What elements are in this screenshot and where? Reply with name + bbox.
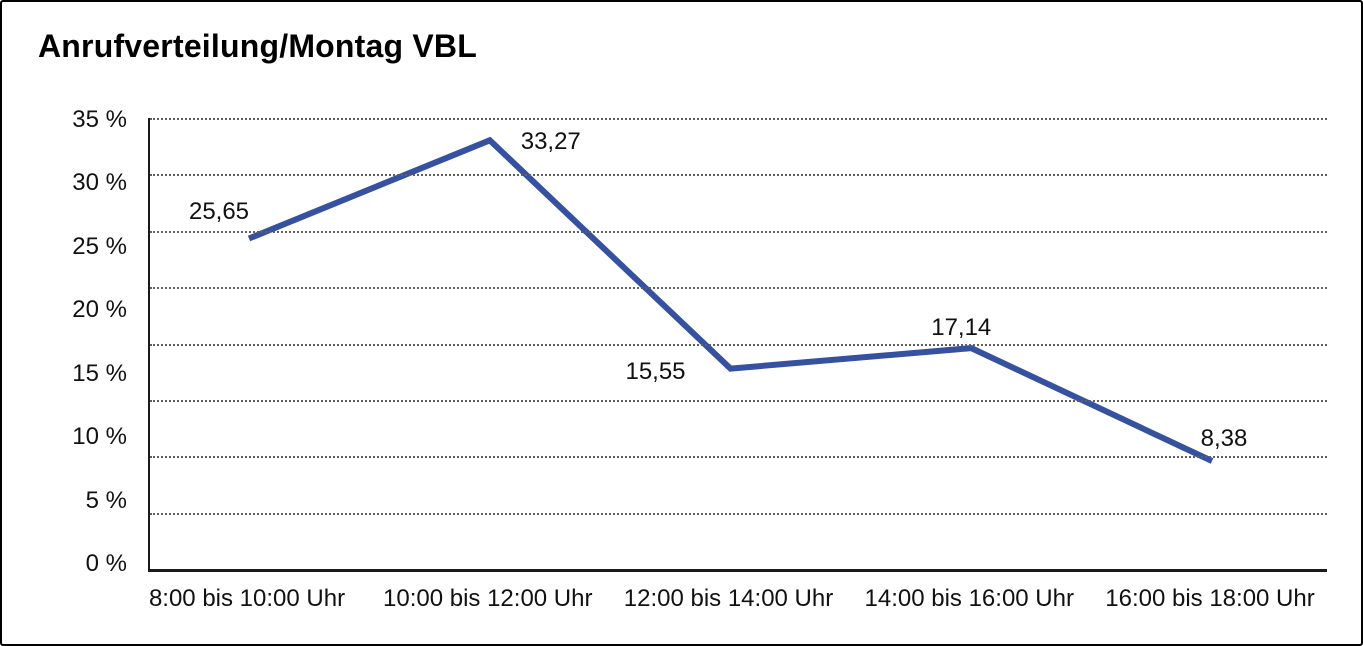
- gridline: [150, 456, 1327, 459]
- x-tick-label: 12:00 bis 14:00 Uhr: [623, 585, 834, 612]
- gridline: [150, 174, 1327, 177]
- y-tick-label: 10 %: [72, 423, 127, 451]
- y-tick-label: 0 %: [85, 550, 127, 577]
- data-point-label: 33,27: [520, 128, 581, 156]
- x-tick-label: 8:00 bis 10:00 Uhr: [148, 585, 346, 612]
- y-tick-label: 5 %: [85, 486, 127, 514]
- gridline: [150, 399, 1327, 402]
- data-point-label: 17,14: [931, 314, 992, 342]
- gridline: [150, 230, 1327, 233]
- data-point-label: 25,65: [188, 198, 250, 226]
- data-point-label: 15,55: [625, 357, 686, 385]
- gridline: [150, 118, 1327, 120]
- line-series-svg: [247, 136, 1214, 464]
- gridline: [150, 287, 1327, 290]
- y-tick-label: 30 %: [72, 169, 127, 197]
- y-tick-label: 20 %: [72, 296, 127, 324]
- y-tick-label: 35 %: [72, 106, 127, 133]
- x-tick-label: 14:00 bis 16:00 Uhr: [864, 585, 1074, 612]
- data-point-label: 8,38: [1200, 425, 1248, 453]
- y-tick-label: 15 %: [72, 359, 127, 387]
- gridline: [150, 343, 1327, 346]
- y-tick-label: 25 %: [72, 232, 127, 260]
- plot-area: [148, 118, 1327, 572]
- chart-title: Anrufverteilung/Montag VBL: [38, 28, 477, 64]
- x-tick-label: 16:00 bis 18:00 Uhr: [1105, 585, 1315, 612]
- x-tick-label: 10:00 bis 12:00 Uhr: [383, 585, 593, 612]
- gridline: [150, 512, 1327, 515]
- data-line: [247, 136, 1214, 464]
